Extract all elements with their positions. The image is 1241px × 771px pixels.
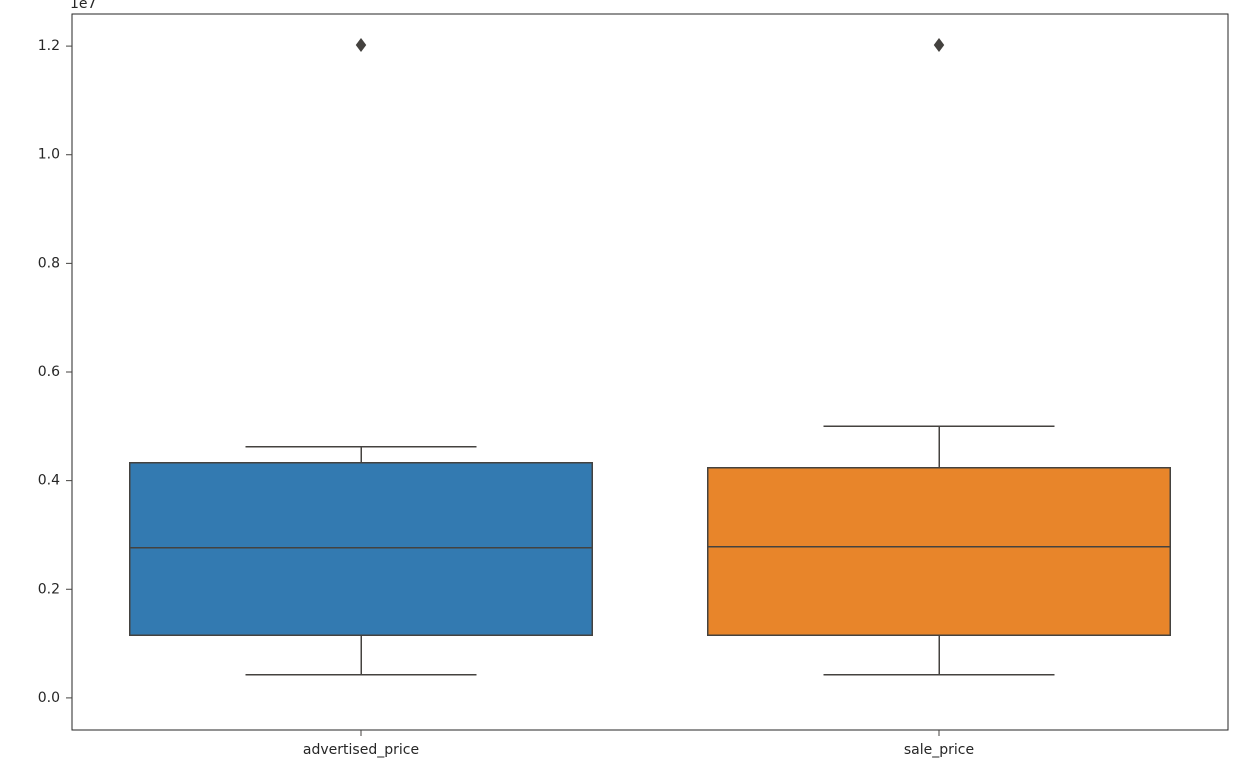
y-axis-offset-text: 1e7: [70, 0, 96, 12]
x-tick-label: advertised_price: [303, 742, 419, 758]
chart-svg: 0.0 0.2 0.4 0.6 0.8 1.0 1.2 1e7 advertised_price…: [0, 0, 1241, 771]
y-tick-label: 0.0: [38, 690, 60, 706]
y-tick-label: 1.2: [38, 38, 60, 54]
y-tick-label: 0.2: [38, 581, 60, 597]
x-tick-label: sale_price: [904, 742, 974, 758]
boxplot-chart: 0.0 0.2 0.4 0.6 0.8 1.0 1.2 1e7 advertised_price…: [0, 0, 1241, 771]
y-tick-label: 0.6: [38, 364, 60, 380]
y-tick-label: 1.0: [38, 147, 60, 163]
box: [130, 463, 592, 636]
y-tick-label: 0.8: [38, 255, 60, 271]
box: [708, 468, 1170, 636]
y-tick-label: 0.4: [38, 473, 60, 489]
